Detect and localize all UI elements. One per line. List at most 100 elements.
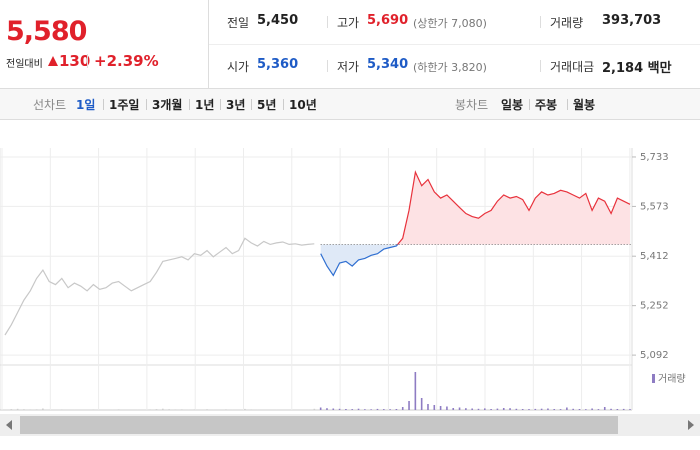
stat-label: 고가 — [337, 16, 360, 30]
period-tab[interactable]: 3개월 — [152, 98, 183, 112]
volume-bar — [603, 407, 606, 410]
scroll-left[interactable] — [6, 420, 12, 430]
period-tab[interactable]: 3년 — [226, 98, 246, 112]
volume-bar — [332, 408, 335, 410]
y-tick-label: 5,733 — [640, 152, 669, 163]
volume-bar — [452, 408, 455, 410]
volume-bar — [427, 404, 429, 410]
stat-label: 전일 — [227, 16, 250, 30]
volume-bar — [540, 408, 543, 410]
legend-swatch — [652, 374, 655, 383]
volume-bar — [48, 409, 50, 410]
volume-bar — [515, 408, 518, 410]
divider — [567, 99, 568, 110]
stat-value: 5,340 — [367, 57, 409, 72]
stat-value: 2,184 백만 — [602, 61, 672, 76]
divider — [283, 99, 284, 110]
divider — [103, 99, 104, 110]
scroll-right[interactable] — [688, 420, 694, 430]
period-tab[interactable]: 1일 — [76, 98, 96, 112]
candle-tab[interactable]: 일봉 — [501, 98, 524, 112]
stat-label: 거래량 — [550, 16, 584, 30]
volume-bar — [136, 409, 139, 410]
up-arrow — [48, 56, 58, 66]
volume-bar — [212, 409, 215, 410]
candle-tab[interactable]: 월봉 — [573, 98, 596, 112]
divider — [327, 16, 328, 28]
volume-bar — [345, 409, 347, 410]
change-pct: +2.39% — [94, 52, 159, 70]
volume-bar — [585, 409, 587, 410]
volume-bar — [458, 407, 461, 410]
volume-bar — [629, 409, 631, 410]
volume-bar — [338, 408, 341, 410]
volume-bar — [364, 409, 366, 410]
divider — [209, 44, 700, 45]
divider — [189, 99, 190, 110]
volume-bar — [553, 409, 556, 410]
volume-bar — [521, 409, 524, 410]
volume-bar — [73, 409, 76, 410]
volume-bar — [622, 408, 625, 410]
scrollbar-thumb[interactable] — [20, 416, 618, 434]
volume-bar — [174, 409, 177, 410]
volume-bar — [225, 409, 227, 410]
y-tick-label: 5,412 — [640, 251, 669, 262]
volume-bar — [206, 409, 208, 410]
candle-tab[interactable]: 주봉 — [535, 98, 558, 112]
volume-bar — [528, 409, 530, 410]
period-tab[interactable]: 10년 — [289, 98, 317, 112]
period-tab[interactable]: 1년 — [195, 98, 215, 112]
volume-bar — [572, 408, 574, 410]
stat-value: 393,703 — [602, 13, 662, 28]
volume-bar — [29, 409, 32, 410]
volume-bar — [149, 409, 152, 410]
volume-bar — [319, 407, 322, 410]
volume-bar — [370, 409, 372, 410]
volume-bar — [357, 408, 360, 410]
divider — [540, 60, 541, 72]
stat-value: 5,450 — [257, 13, 299, 28]
volume-bar — [307, 409, 309, 410]
volume-bar — [187, 409, 189, 410]
volume-bar — [591, 408, 593, 410]
volume-bar — [578, 409, 581, 410]
stat-note: (상한가 7,080) — [413, 17, 487, 30]
divider — [146, 99, 147, 110]
volume-bar — [509, 408, 511, 410]
period-tab[interactable]: 1주일 — [109, 98, 140, 112]
legend-label: 거래량 — [658, 373, 686, 385]
volume-bar — [401, 407, 404, 410]
change: 130 — [59, 52, 91, 70]
volume-bar — [256, 409, 259, 410]
divider — [529, 99, 530, 110]
volume-bar — [111, 409, 114, 410]
stat-label: 시가 — [227, 60, 250, 74]
volume-bar — [477, 408, 480, 410]
volume-bar — [61, 409, 63, 410]
toolbar-label: 봉차트 — [455, 98, 489, 112]
stat-label: 거래대금 — [550, 60, 595, 74]
volume-bar — [490, 409, 492, 410]
volume-bar — [559, 409, 562, 410]
line — [4, 237, 315, 336]
volume-bar — [275, 409, 278, 410]
volume-bar — [389, 409, 391, 410]
stat-label: 저가 — [337, 60, 360, 74]
volume-bar — [414, 372, 417, 410]
stat-note: (하한가 3,820) — [413, 61, 487, 74]
volume-bar — [162, 408, 164, 410]
volume-bar — [439, 406, 442, 410]
volume-bar — [155, 409, 158, 410]
divider — [540, 16, 541, 28]
toolbar — [0, 88, 700, 120]
y-tick-label: 5,573 — [640, 201, 669, 212]
y-tick-label: 5,252 — [640, 301, 669, 312]
volume-bar — [168, 409, 170, 410]
volume-bar — [117, 409, 120, 410]
price: 5,580 — [6, 16, 87, 47]
volume-bar — [496, 408, 499, 410]
period-tab[interactable]: 5년 — [257, 98, 277, 112]
